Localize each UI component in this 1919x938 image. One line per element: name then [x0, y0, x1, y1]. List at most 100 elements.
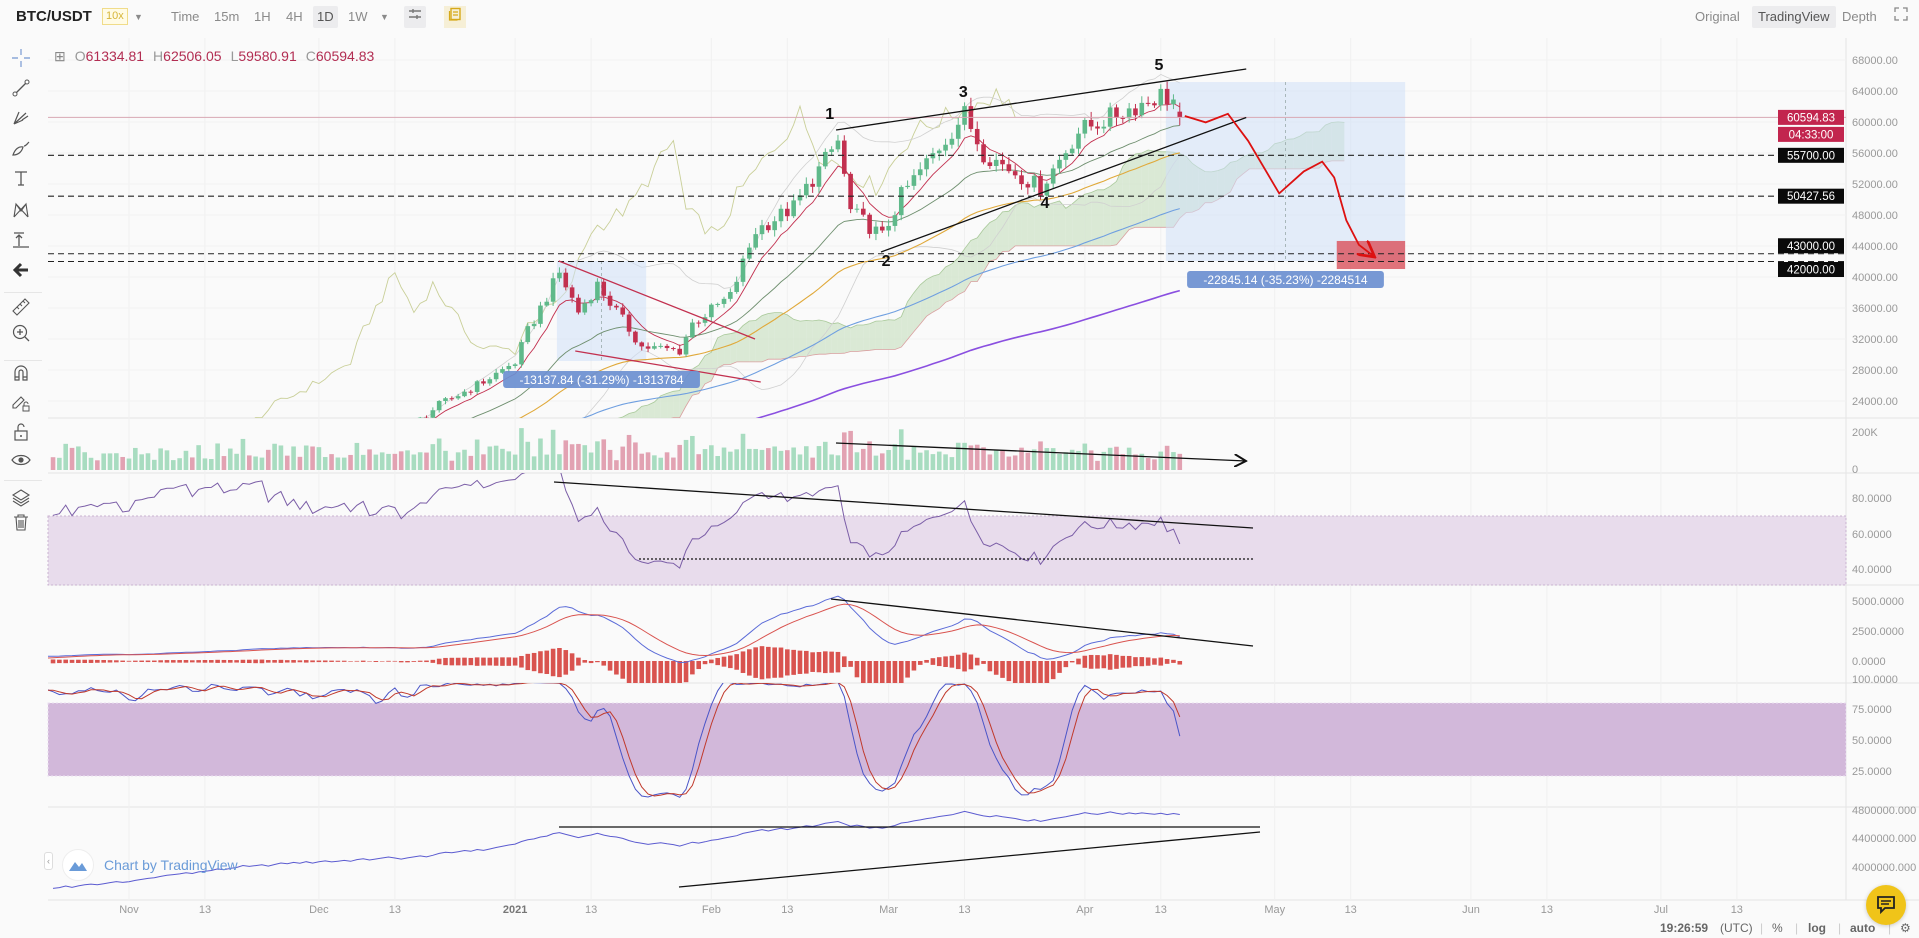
price-axis-label[interactable]: 28000.00: [1852, 365, 1898, 377]
time-axis-label[interactable]: Jul: [1654, 904, 1668, 916]
time-axis-label[interactable]: Feb: [702, 904, 721, 916]
volume-trendline[interactable]: [835, 442, 1246, 461]
price-axis-label[interactable]: 56000.00: [1852, 148, 1898, 160]
time-axis-label[interactable]: 13: [1345, 904, 1357, 916]
rsi-axis-label[interactable]: 60.0000: [1852, 529, 1892, 541]
symbol-title[interactable]: BTC/USDT: [16, 8, 92, 25]
legend-expand-icon[interactable]: ⊞: [54, 48, 66, 64]
time-axis-label[interactable]: May: [1264, 904, 1285, 916]
rsi-axis-label[interactable]: 40.0000: [1852, 564, 1892, 576]
clock-timezone[interactable]: (UTC): [1720, 921, 1753, 935]
settings-gear-icon[interactable]: ⚙: [1900, 921, 1911, 935]
time-axis-label[interactable]: 13: [1155, 904, 1167, 916]
price-axis-label[interactable]: 48000.00: [1852, 210, 1898, 222]
view-original[interactable]: Original: [1695, 9, 1740, 24]
time-axis-label[interactable]: 13: [1731, 904, 1743, 916]
tradingview-watermark[interactable]: Chart by TradingView: [62, 849, 238, 881]
macd-axis-label[interactable]: 2500.0000: [1852, 626, 1904, 638]
trendline[interactable]: [575, 350, 761, 383]
time-axis-label[interactable]: Apr: [1076, 904, 1093, 916]
time-axis-label[interactable]: Dec: [309, 904, 329, 916]
price-axis-label[interactable]: 68000.00: [1852, 55, 1898, 67]
stoch-axis-label[interactable]: 100.0000: [1852, 674, 1898, 686]
price-axis-label[interactable]: 44000.00: [1852, 241, 1898, 253]
percent-toggle[interactable]: %: [1772, 921, 1783, 935]
time-axis-label[interactable]: Mar: [879, 904, 898, 916]
interval-1w[interactable]: 1W: [348, 9, 368, 24]
obv-axis-label[interactable]: 4400000.000: [1852, 833, 1916, 845]
time-axis-label[interactable]: Nov: [119, 904, 139, 916]
view-depth[interactable]: Depth: [1842, 9, 1877, 24]
rsi-trendline[interactable]: [553, 481, 1254, 529]
macd-axis-label[interactable]: 0.0000: [1852, 656, 1886, 668]
price-axis-label[interactable]: 64000.00: [1852, 86, 1898, 98]
more-intervals-icon[interactable]: ▼: [380, 12, 389, 22]
collapse-button[interactable]: ‹: [44, 852, 53, 870]
unlock-icon[interactable]: [8, 420, 34, 444]
time-axis-label[interactable]: 2021: [503, 904, 527, 916]
crosshair-icon[interactable]: [8, 46, 34, 70]
symbol-dropdown-icon[interactable]: ▼: [134, 12, 143, 22]
measure-icon[interactable]: [8, 228, 34, 252]
time-axis-label[interactable]: 13: [1541, 904, 1553, 916]
obv-axis-label[interactable]: 4000000.000: [1852, 862, 1916, 874]
auto-toggle[interactable]: auto: [1850, 921, 1876, 935]
obv-axis-label[interactable]: 4800000.000: [1852, 805, 1916, 817]
ruler-icon[interactable]: [8, 295, 34, 319]
time-axis-label[interactable]: Jun: [1462, 904, 1480, 916]
interval-4h[interactable]: 4H: [286, 9, 303, 24]
time-axis-label[interactable]: 13: [199, 904, 211, 916]
interval-1d[interactable]: 1D: [313, 6, 338, 28]
fullscreen-icon[interactable]: [1894, 6, 1908, 28]
text-icon[interactable]: [8, 166, 34, 190]
eye-icon[interactable]: [8, 448, 34, 472]
layers-icon[interactable]: [8, 485, 34, 509]
candle-body: [835, 140, 841, 150]
price-axis-label[interactable]: 52000.00: [1852, 179, 1898, 191]
log-toggle[interactable]: log: [1808, 921, 1826, 935]
indicator-settings-icon[interactable]: [404, 6, 426, 28]
time-axis-label[interactable]: 13: [585, 904, 597, 916]
leverage-badge[interactable]: 10x: [102, 8, 128, 25]
interval-1h[interactable]: 1H: [254, 9, 271, 24]
trendline[interactable]: [835, 68, 1247, 131]
brush-icon[interactable]: [8, 136, 34, 160]
time-axis-label[interactable]: 13: [958, 904, 970, 916]
magnet-icon[interactable]: [8, 361, 34, 385]
interval-15m[interactable]: 15m: [214, 9, 240, 24]
macd-axis-label[interactable]: 5000.0000: [1852, 596, 1904, 608]
stoch-axis-label[interactable]: 50.0000: [1852, 735, 1892, 747]
interval-time[interactable]: Time: [171, 9, 200, 24]
volume-axis-label[interactable]: 200K: [1852, 427, 1878, 439]
measurement-box[interactable]: [1165, 82, 1406, 262]
trendline[interactable]: [880, 116, 1247, 253]
macd-trendline[interactable]: [830, 598, 1254, 647]
price-axis-label[interactable]: 36000.00: [1852, 303, 1898, 315]
template-icon[interactable]: [444, 6, 466, 28]
time-axis-label[interactable]: 13: [389, 904, 401, 916]
chat-button[interactable]: [1866, 885, 1906, 925]
stoch-axis-label[interactable]: 25.0000: [1852, 766, 1892, 778]
price-axis-label[interactable]: 40000.00: [1852, 272, 1898, 284]
time-axis-label[interactable]: 13: [781, 904, 793, 916]
view-tradingview[interactable]: TradingView: [1752, 6, 1836, 28]
price-axis-label[interactable]: 32000.00: [1852, 334, 1898, 346]
back-arrow-icon[interactable]: [8, 258, 34, 282]
price-axis-label[interactable]: 60000.00: [1852, 117, 1898, 129]
lock-drawing-icon[interactable]: [8, 391, 34, 415]
trend-line-icon[interactable]: [8, 76, 34, 100]
trash-icon[interactable]: [8, 510, 34, 534]
price-axis-label[interactable]: 24000.00: [1852, 396, 1898, 408]
rsi-axis-label[interactable]: 80.0000: [1852, 493, 1892, 505]
zoom-in-icon[interactable]: [8, 321, 34, 345]
pattern-icon[interactable]: [8, 198, 34, 222]
right-axis[interactable]: 68000.00 64000.00 60000.00 56000.00 52000.00…: [1778, 55, 1916, 874]
stoch-axis-label[interactable]: 75.0000: [1852, 704, 1892, 716]
volume-axis-label[interactable]: 0: [1852, 464, 1858, 476]
obv-support-line[interactable]: [678, 831, 1261, 888]
trendline[interactable]: [558, 260, 756, 340]
time-axis[interactable]: Nov 13 Dec 13 2021 13 Feb 13 Mar 13 Apr 13 May 13 Jun 1…: [119, 904, 1743, 916]
pitchfork-icon[interactable]: [8, 106, 34, 130]
volume-bar: [1101, 451, 1107, 470]
